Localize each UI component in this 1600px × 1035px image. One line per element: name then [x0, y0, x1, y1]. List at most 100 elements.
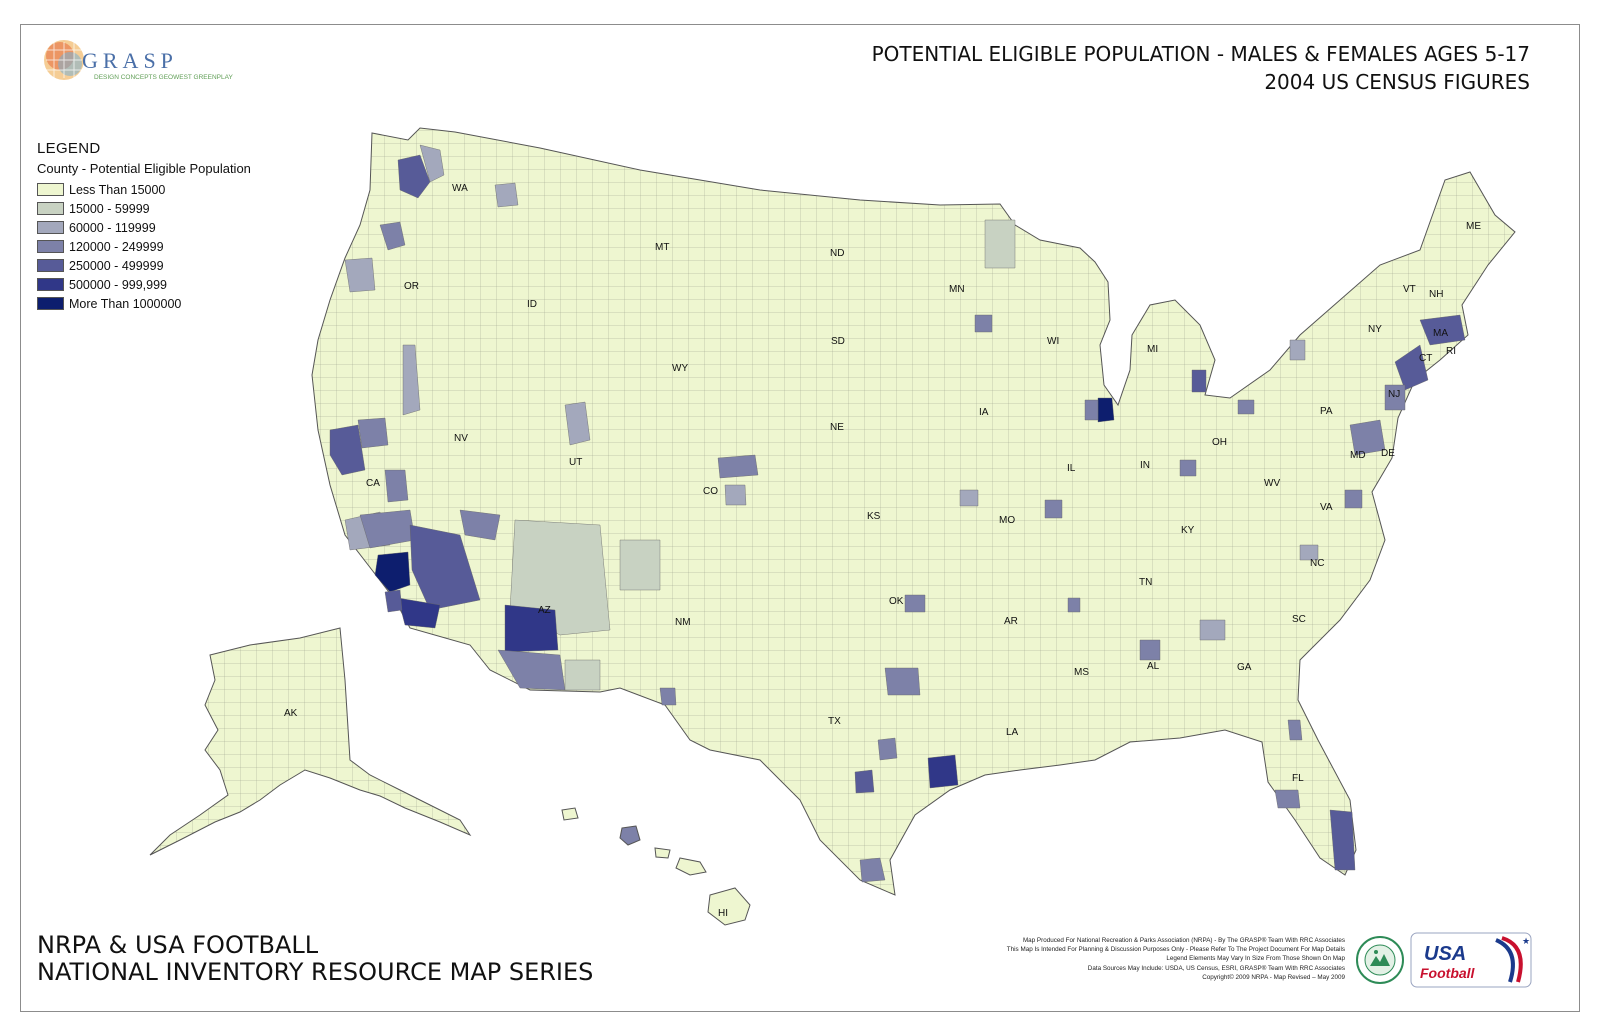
legend-item: More Than 1000000 [37, 294, 251, 313]
state-label-fl: FL [1292, 773, 1304, 784]
legend-label: 250000 - 499999 [69, 258, 164, 273]
credit-line: This Map Is Intended For Planning & Disc… [1006, 946, 1345, 954]
series-title-line1: NRPA & USA FOOTBALL [37, 931, 319, 959]
credit-line: Data Sources May Include: USDA, US Censu… [1087, 964, 1345, 972]
state-label-ct: CT [1419, 353, 1432, 364]
legend-item: 15000 - 59999 [37, 199, 251, 218]
credit-line: Legend Elements May Vary In Size From Th… [1166, 955, 1345, 963]
state-label-nc: NC [1310, 558, 1324, 569]
county-shading [329, 144, 1466, 883]
legend-label: More Than 1000000 [69, 296, 182, 311]
state-label-ar: AR [1004, 616, 1018, 627]
legend-label: 120000 - 249999 [69, 239, 164, 254]
state-label-id: ID [527, 299, 537, 310]
lower48-landmass [311, 127, 1516, 896]
state-label-ia: IA [979, 407, 989, 418]
map-title: POTENTIAL ELIGIBLE POPULATION - MALES & … [872, 40, 1530, 96]
state-label-ky: KY [1181, 525, 1195, 536]
legend-label: 500000 - 999,999 [69, 277, 168, 292]
state-label-sc: SC [1292, 614, 1306, 625]
legend-swatch [37, 202, 64, 215]
legend-label: Less Than 15000 [69, 182, 166, 197]
state-label-nm: NM [675, 617, 691, 628]
legend-swatch [37, 297, 64, 310]
legend-label: 15000 - 59999 [69, 201, 150, 216]
state-label-ok: OK [889, 596, 904, 607]
nrpa-seal-logo [1356, 936, 1404, 984]
legend-item: 250000 - 499999 [37, 256, 251, 275]
state-label-ga: GA [1237, 662, 1252, 673]
state-label-wi: WI [1047, 336, 1059, 347]
credit-line: Copyright© 2009 NRPA - Map Revised – May… [1202, 973, 1345, 981]
state-label-me: ME [1466, 221, 1481, 232]
series-title: NRPA & USA FOOTBALL NATIONAL INVENTORY R… [37, 932, 593, 986]
state-label-il: IL [1067, 463, 1076, 474]
legend-subheading: County - Potential Eligible Population [37, 161, 251, 176]
grasp-logo: GRASP DESIGN CONCEPTS GEOWEST GREENPLAY [42, 38, 262, 86]
state-label-ut: UT [569, 457, 582, 468]
map-frame [20, 24, 1580, 1012]
state-label-hi: HI [718, 908, 728, 919]
legend-item: 120000 - 249999 [37, 237, 251, 256]
series-title-line2: NATIONAL INVENTORY RESOURCE MAP SERIES [37, 958, 594, 986]
legend-swatch [37, 278, 64, 291]
state-label-mt: MT [655, 242, 669, 253]
map-title-line1: POTENTIAL ELIGIBLE POPULATION - MALES & … [871, 42, 1530, 66]
state-label-mn: MN [949, 284, 965, 295]
state-label-va: VA [1320, 502, 1333, 513]
state-label-wv: WV [1264, 478, 1280, 489]
state-label-nv: NV [454, 433, 468, 444]
map-credits: Map Produced For National Recreation & P… [935, 936, 1345, 982]
state-label-ak: AK [284, 708, 298, 719]
grasp-logo-tagline: DESIGN CONCEPTS GEOWEST GREENPLAY [94, 74, 233, 81]
state-label-wa: WA [452, 183, 468, 194]
state-label-mi: MI [1147, 344, 1158, 355]
state-label-or: OR [404, 281, 419, 292]
state-label-oh: OH [1212, 437, 1227, 448]
state-label-nj: NJ [1388, 389, 1400, 400]
state-label-vt: VT [1403, 284, 1416, 295]
svg-text:★: ★ [1522, 936, 1530, 946]
state-label-pa: PA [1320, 406, 1333, 417]
state-label-co: CO [703, 486, 718, 497]
state-label-wy: WY [672, 363, 688, 374]
state-label-ma: MA [1433, 328, 1448, 339]
legend-item: Less Than 15000 [37, 180, 251, 199]
svg-text:Football: Football [1420, 965, 1476, 981]
legend-label: 60000 - 119999 [69, 220, 156, 235]
state-labels: WA OR CA NV ID MT WY UT AZ CO NM ND SD N… [284, 183, 1481, 919]
state-label-ms: MS [1074, 667, 1089, 678]
state-label-az: AZ [538, 605, 551, 616]
state-label-mo: MO [999, 515, 1015, 526]
state-label-in: IN [1140, 460, 1150, 471]
state-label-la: LA [1006, 727, 1019, 738]
state-label-ca: CA [366, 478, 380, 489]
state-label-nd: ND [830, 248, 844, 259]
legend-item: 60000 - 119999 [37, 218, 251, 237]
grasp-logo-name: GRASP [82, 48, 178, 73]
state-label-ri: RI [1446, 346, 1456, 357]
legend-swatch [37, 221, 64, 234]
legend-heading: LEGEND [37, 140, 101, 157]
state-label-ne: NE [830, 422, 844, 433]
state-label-ks: KS [867, 511, 881, 522]
usa-football-logo: USA Football ★ [1410, 932, 1532, 988]
state-label-tx: TX [828, 716, 841, 727]
legend-swatch [37, 259, 64, 272]
legend-swatch [37, 183, 64, 196]
state-label-ny: NY [1368, 324, 1382, 335]
state-label-tn: TN [1139, 577, 1152, 588]
state-label-de: DE [1381, 448, 1395, 459]
state-label-al: AL [1147, 661, 1160, 672]
legend-item: 500000 - 999,999 [37, 275, 251, 294]
state-label-md: MD [1350, 450, 1366, 461]
credit-line: Map Produced For National Recreation & P… [1022, 937, 1345, 944]
state-label-nh: NH [1429, 289, 1443, 300]
svg-text:USA: USA [1424, 943, 1466, 965]
alaska-landmass [149, 627, 472, 856]
legend: LEGEND County - Potential Eligible Popul… [37, 140, 251, 313]
legend-swatch [37, 240, 64, 253]
map-title-line2: 2004 US CENSUS FIGURES [1264, 70, 1530, 94]
state-label-sd: SD [831, 336, 845, 347]
